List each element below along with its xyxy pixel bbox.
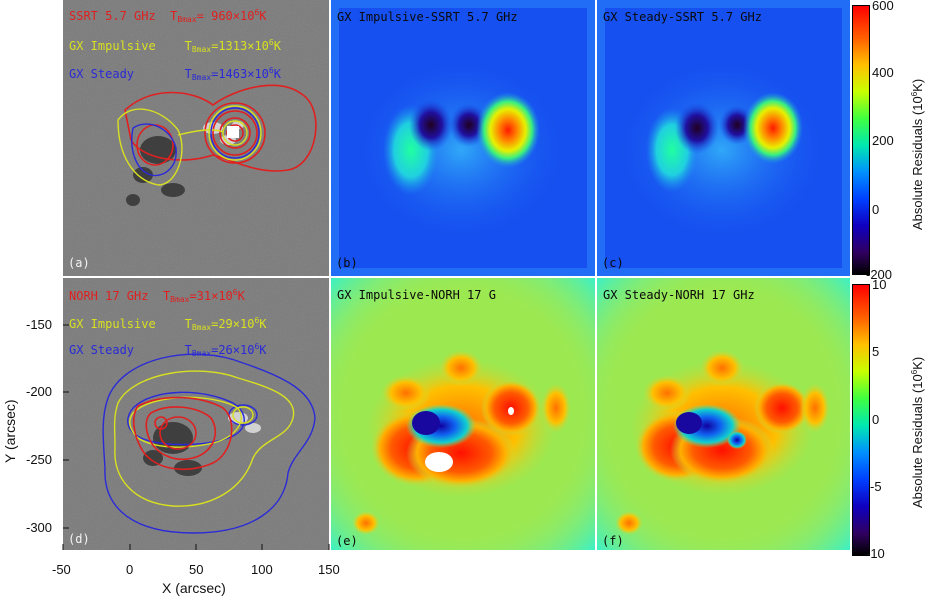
panel-d-norh-legend: NORH 17 GHz TBmax=31×106K [69,288,245,304]
norh-contours-d [132,396,233,471]
impulsive-contours-d [113,370,295,507]
colorbar-top-title: Absolute Residuals (106K) [910,78,925,230]
x-tick-minus50: -50 [52,562,71,577]
panel-b-label: (b) [336,256,358,270]
panel-b-impulsive-ssrt-residual: GX Impulsive-SSRT 5.7 GHz (b) [331,0,595,276]
steady-contours [131,107,260,177]
y-tick-minus300: -300 [26,520,53,535]
colorbar-top-tick-600: 600 [872,0,894,13]
panel-c-image [597,0,850,276]
colorbar-bottom-tick-minus5: -5 [870,479,882,494]
active-region-dark-spots [126,136,185,206]
ssrt-peak-marker [227,126,239,138]
colorbar-bottom [852,284,870,556]
panel-a-label: (a) [68,256,90,270]
panel-a-image [63,0,329,276]
x-axis-title: X (arcsec) [162,580,226,596]
panel-e-image [331,278,595,550]
x-tick-150: 150 [318,562,340,577]
colorbar-top-tick-0: 0 [872,202,880,217]
colorbar-bottom-tick-5: 5 [872,344,880,359]
colorbar-top-tick-400: 400 [872,65,894,80]
impulsive-contours [117,105,262,186]
colorbar-bottom-tick-10: 10 [872,277,887,292]
colorbar-top [852,5,870,275]
y-tick-minus250: -250 [26,452,53,467]
y-axis-title: Y (arcsec) [2,399,18,463]
colorbar-top-tick-200: 200 [872,133,894,148]
panel-e-title: GX Impulsive-NORH 17 G [337,288,496,302]
colorbar-bottom-title: Absolute Residuals (106K) [910,356,925,508]
panel-f-title: GX Steady-NORH 17 GHz [603,288,755,302]
panel-f-steady-norh-residual: GX Steady-NORH 17 GHz (f) [597,278,850,550]
x-tick-50: 50 [189,562,204,577]
colorbar-top-tick-minus200: -200 [866,267,893,282]
panel-a-ssrt-legend: SSRT 5.7 GHz TBmax= 960×106K [69,8,267,24]
panel-a-magnetogram-ssrt: SSRT 5.7 GHz TBmax= 960×106K GX Impulsiv… [63,0,329,276]
panel-c-title: GX Steady-SSRT 5.7 GHz [603,10,762,24]
panel-d-magnetogram-norh: NORH 17 GHz TBmax=31×106K GX Impulsive T… [63,278,329,550]
y-tick-minus150: -150 [26,317,53,332]
panel-f-label: (f) [602,534,624,548]
panel-a-steady-legend: GX Steady TBmax=1463×106K [69,66,281,82]
panel-b-image [331,0,595,276]
panel-f-image [597,278,850,550]
panel-a-impulsive-legend: GX Impulsive TBmax=1313×106K [69,38,281,54]
colorbar-bottom-tick-minus10: -10 [866,546,885,561]
panel-d-impulsive-legend: GX Impulsive TBmax=29×106K [69,316,267,332]
panel-b-title: GX Impulsive-SSRT 5.7 GHz [337,10,518,24]
x-tick-100: 100 [251,562,273,577]
panel-d-steady-legend: GX Steady TBmax=26×106K [69,342,267,358]
panel-d-label: (d) [68,532,90,546]
colorbar-bottom-tick-0: 0 [872,412,880,427]
saturated-region [425,452,453,472]
x-tick-0: 0 [126,562,134,577]
y-tick-minus200: -200 [26,384,53,399]
panel-c-steady-ssrt-residual: GX Steady-SSRT 5.7 GHz (c) [597,0,850,276]
panel-e-label: (e) [336,534,358,548]
panel-c-label: (c) [602,256,624,270]
panel-e-impulsive-norh-residual: GX Impulsive-NORH 17 G (e) [331,278,595,550]
panel-d-image [63,278,329,550]
